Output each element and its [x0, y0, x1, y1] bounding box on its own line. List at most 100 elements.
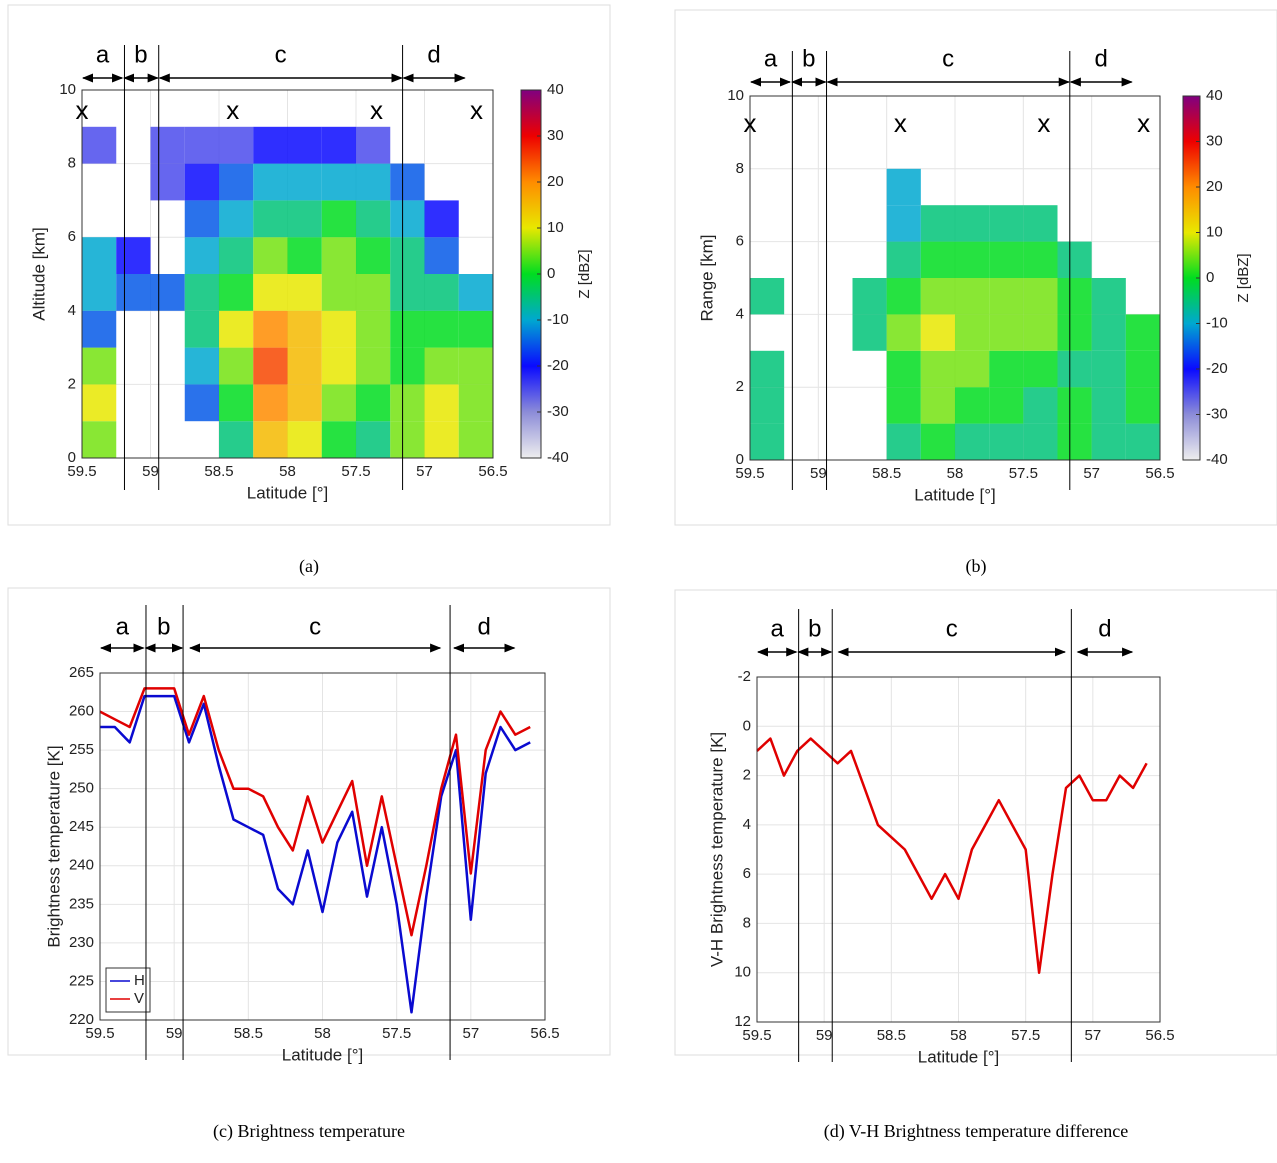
- heatmap-cell: [219, 163, 254, 201]
- heatmap-cell: [920, 423, 955, 460]
- heatmap-cell: [287, 384, 322, 422]
- heatmap-cell: [150, 126, 185, 164]
- heatmap-cell: [424, 310, 459, 348]
- heatmap-cell: [1091, 314, 1126, 351]
- heatmap-cell: [1125, 350, 1160, 388]
- panel-frame: [674, 9, 1277, 526]
- heatmap-cell: [82, 310, 117, 348]
- heatmap-cell: [424, 347, 459, 385]
- heatmap-cell: [287, 126, 322, 164]
- y-tick-label: 250: [69, 780, 94, 797]
- x-tick-label: 56.5: [530, 1025, 559, 1042]
- heatmap-cell: [989, 314, 1024, 351]
- heatmap-cell: [253, 163, 288, 201]
- heatmap-cell: [1023, 423, 1058, 460]
- y-tick-label: 8: [736, 160, 744, 177]
- panel-frame: [7, 587, 611, 1056]
- x-tick-label: 58: [314, 1025, 331, 1042]
- heatmap-cell: [184, 347, 219, 385]
- colorbar-tick-label: 0: [1206, 269, 1214, 286]
- heatmap-cell: [390, 384, 425, 422]
- heatmap-cell: [1057, 350, 1092, 388]
- y-tick-label: 2: [68, 375, 76, 392]
- heatmap-cell: [1091, 423, 1126, 460]
- heatmap-cell: [955, 423, 990, 460]
- x-tick-label: 57.5: [382, 1025, 411, 1042]
- heatmap-cell: [184, 310, 219, 348]
- heatmap-cell: [1091, 387, 1126, 424]
- y-tick-label: 6: [743, 865, 751, 882]
- heatmap-cell: [886, 205, 921, 242]
- region-label: b: [134, 41, 147, 68]
- colorbar-tick-label: 40: [1206, 87, 1223, 104]
- heatmap-cell: [1125, 314, 1160, 351]
- heatmap-cell: [184, 384, 219, 422]
- y-tick-label: 220: [69, 1011, 94, 1028]
- heatmap-cell: [184, 163, 219, 201]
- x-tick-label: 59.5: [742, 1027, 771, 1044]
- colorbar-tick-label: 10: [547, 219, 564, 236]
- heatmap-cell: [424, 384, 459, 422]
- heatmap-cell: [219, 310, 254, 348]
- heatmap-cell: [356, 347, 391, 385]
- region-label: c: [309, 613, 321, 640]
- heatmap-cell: [287, 200, 322, 238]
- heatmap-cell: [424, 200, 459, 238]
- x-axis-label: Latitude [°]: [918, 1047, 999, 1066]
- heatmap-cell: [852, 278, 887, 315]
- heatmap-cell: [1023, 387, 1058, 424]
- region-label: b: [802, 45, 815, 72]
- x-tick-label: 58: [947, 465, 964, 482]
- x-tick-label: 59.5: [85, 1025, 114, 1042]
- heatmap-cell: [1125, 387, 1160, 424]
- heatmap-cell: [920, 387, 955, 424]
- y-tick-label: 245: [69, 818, 94, 835]
- y-axis-label: Brightness temperature [K]: [44, 745, 63, 947]
- caption: (d) V-H Brightness temperature differenc…: [824, 1121, 1129, 1142]
- colorbar-tick-label: -40: [547, 449, 569, 466]
- heatmap-cell: [1023, 205, 1058, 242]
- heatmap-cell: [750, 387, 785, 424]
- colorbar-tick-label: -20: [547, 357, 569, 374]
- heatmap-cell: [1057, 241, 1092, 278]
- y-tick-label: 0: [736, 451, 744, 468]
- colorbar-tick-label: -40: [1206, 451, 1228, 468]
- heatmap-cell: [424, 421, 459, 458]
- region-label: d: [1095, 45, 1108, 72]
- heatmap-cell: [1057, 387, 1092, 424]
- heatmap-cell: [321, 384, 356, 422]
- heatmap-cell: [458, 274, 493, 311]
- heatmap-cell: [287, 237, 322, 274]
- x-tick-label: 59.5: [735, 465, 764, 482]
- point-marker: x: [1137, 108, 1150, 138]
- x-axis-label: Latitude [°]: [914, 485, 995, 504]
- y-tick-label: 230: [69, 934, 94, 951]
- x-tick-label: 57: [1084, 1027, 1101, 1044]
- axes-box: [756, 676, 1161, 1023]
- colorbar-tick-label: 40: [547, 81, 564, 98]
- heatmap-cell: [356, 200, 391, 238]
- heatmap-cell: [886, 278, 921, 315]
- x-tick-label: 59.5: [67, 463, 96, 480]
- x-tick-label: 57.5: [341, 463, 370, 480]
- heatmap-cell: [287, 421, 322, 458]
- heatmap-cell: [920, 241, 955, 278]
- axes-box: [81, 89, 494, 459]
- colorbar-tick-label: -20: [1206, 360, 1228, 377]
- heatmap-cell: [955, 205, 990, 242]
- colorbar-tick-label: -30: [1206, 405, 1228, 422]
- x-tick-label: 57: [1083, 465, 1100, 482]
- y-axis-label: V-H Brightness temperature [K]: [707, 732, 726, 967]
- heatmap-cell: [219, 274, 254, 311]
- heatmap-cell: [287, 310, 322, 348]
- x-tick-label: 57: [462, 1025, 479, 1042]
- heatmap-cell: [321, 126, 356, 164]
- x-tick-label: 58: [950, 1027, 967, 1044]
- y-tick-label: 4: [743, 816, 751, 833]
- heatmap-cell: [82, 421, 117, 458]
- x-tick-label: 56.5: [1145, 1027, 1174, 1044]
- heatmap-cell: [886, 168, 921, 206]
- y-tick-label: 235: [69, 895, 94, 912]
- heatmap-cell: [458, 347, 493, 385]
- heatmap-cell: [1057, 423, 1092, 460]
